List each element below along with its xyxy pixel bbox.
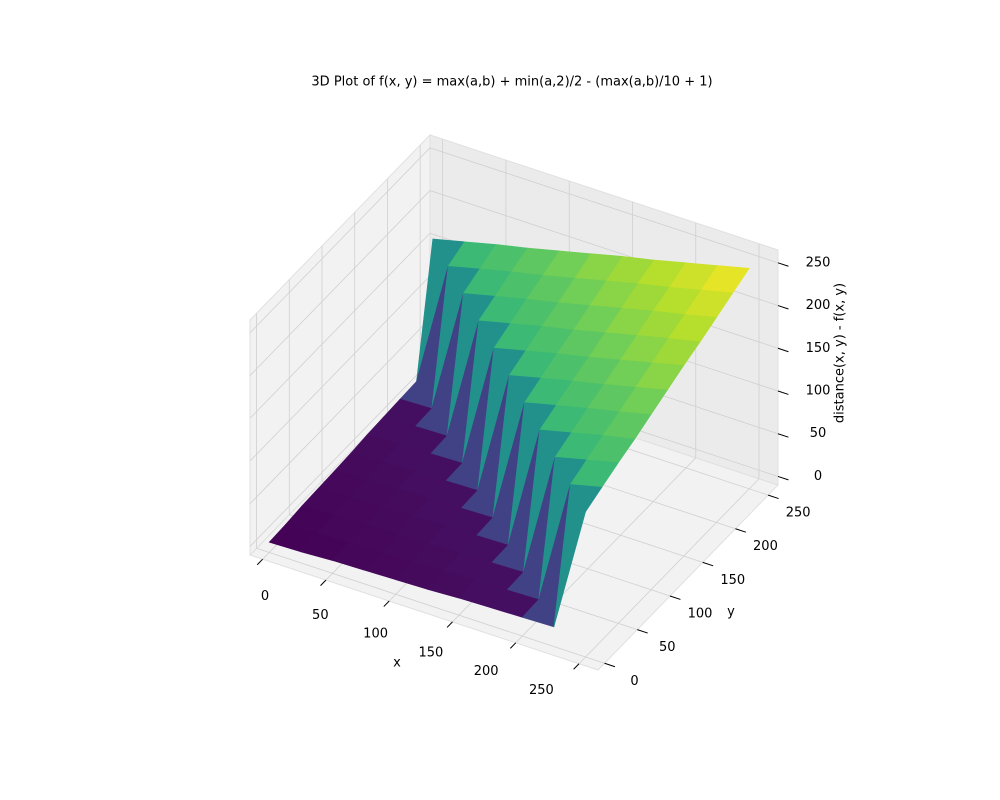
z-tick-label: 150 (806, 341, 831, 356)
tick-mark (777, 390, 789, 395)
y-axis-label: y (727, 605, 735, 620)
tick-mark (777, 475, 789, 481)
tick-mark (777, 433, 789, 438)
y-tick-label: 100 (688, 607, 713, 622)
grid-line (249, 318, 431, 505)
tick-mark (702, 561, 714, 567)
y-tick-label: 250 (786, 506, 811, 521)
tick-mark (777, 262, 789, 267)
tick-mark (735, 528, 747, 533)
y-tick-label: 0 (630, 674, 638, 689)
tick-mark (256, 558, 264, 566)
tick-mark (383, 600, 390, 607)
grid-line (249, 232, 431, 419)
grid-line (249, 361, 431, 547)
grid-line (256, 547, 605, 664)
surface-patch (553, 484, 603, 627)
x-tick-label: 250 (529, 683, 554, 698)
z-tick-label: 100 (806, 384, 831, 399)
axis-labels: 0 50 100 150 200 250 0 50 100 150 200 250 0 50 100 150 2… (261, 255, 848, 698)
tick-mark (446, 621, 453, 628)
grid-line (249, 190, 431, 376)
x-tick-label: 50 (312, 608, 329, 623)
x-tick-label: 200 (474, 664, 499, 679)
z-tick-label: 50 (810, 426, 827, 441)
tick-mark (637, 629, 648, 634)
x-axis-label: x (393, 656, 401, 671)
x-tick-label: 0 (261, 589, 269, 604)
surface (268, 238, 750, 628)
z-axis-label: distance(x, y) - f(x, y) (833, 283, 848, 423)
grid-line (429, 147, 779, 264)
tick-mark (669, 595, 681, 600)
tick-mark (768, 494, 779, 500)
tick-mark (604, 662, 616, 668)
grid-line (249, 275, 431, 462)
grid-line (249, 147, 431, 334)
tick-mark (777, 347, 789, 353)
grid-line (578, 478, 760, 665)
x-tick-label: 100 (363, 627, 388, 642)
z-tick-label: 250 (806, 255, 831, 270)
y-tick-label: 150 (720, 573, 745, 588)
y-tick-label: 200 (753, 539, 778, 554)
tick-mark (573, 663, 580, 670)
tick-mark (509, 642, 517, 649)
z-tick-label: 0 (814, 469, 822, 484)
y-tick-label: 50 (659, 640, 676, 655)
tick-mark (777, 305, 789, 310)
z-tick-label: 200 (806, 298, 831, 313)
chart-title: 3D Plot of f(x, y) = max(a,b) + min(a,2)… (311, 75, 712, 90)
x-tick-label: 150 (418, 645, 443, 660)
tick-mark (320, 579, 327, 586)
